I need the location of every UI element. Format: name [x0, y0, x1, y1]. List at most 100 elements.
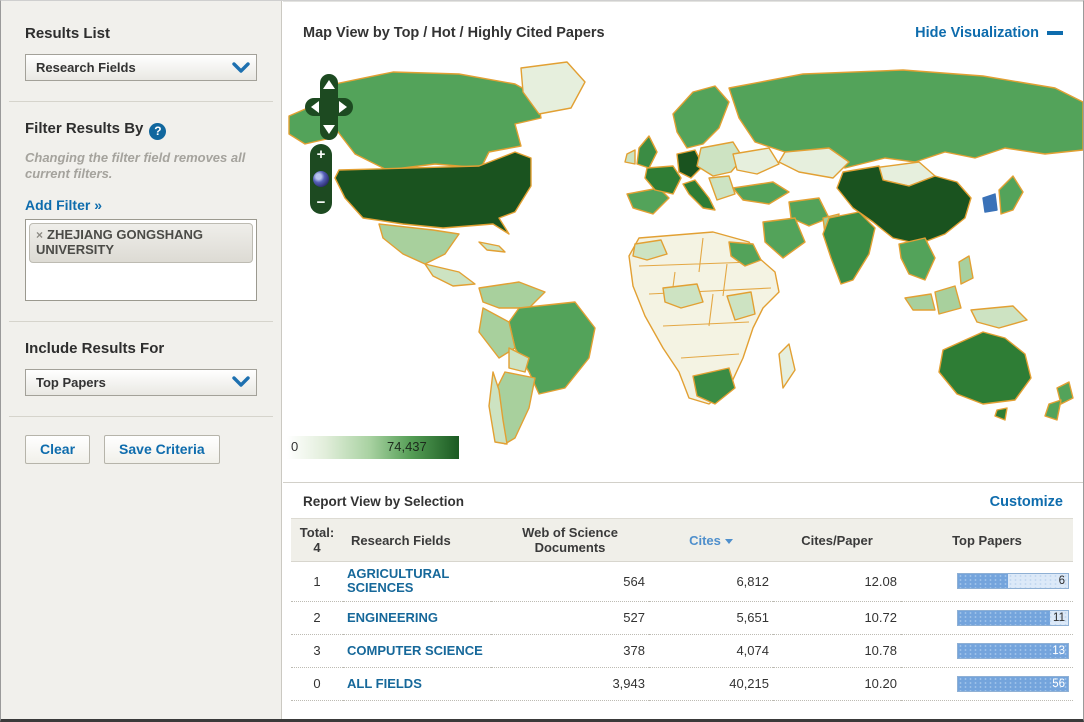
zoom-out-button[interactable]: − — [316, 194, 326, 211]
include-results-dropdown[interactable]: Top Papers — [25, 368, 257, 396]
active-filters-box: × ZHEJIANG GONGSHANG UNIVERSITY — [25, 218, 257, 301]
map-region — [904, 293, 936, 311]
include-results-heading: Include Results For — [25, 339, 165, 357]
field-link[interactable]: ALL FIELDS — [347, 675, 422, 691]
column-header-research-fields[interactable]: Research Fields — [343, 518, 491, 562]
map-pan-control[interactable] — [305, 74, 353, 140]
results-list-heading: Results List — [25, 25, 111, 42]
pan-right-icon — [339, 101, 347, 113]
field-link[interactable]: COMPUTER SCIENCE — [347, 642, 483, 658]
sort-desc-icon — [724, 538, 733, 544]
map-region — [788, 197, 830, 227]
filter-note: Changing the filter field removes all cu… — [25, 150, 246, 182]
total-value: 4 — [313, 540, 321, 555]
top-papers-bar: 13 — [957, 642, 1069, 659]
pan-left-icon — [311, 101, 319, 113]
map-region — [378, 223, 460, 265]
customize-link[interactable]: Customize — [989, 493, 1063, 510]
map-region — [636, 135, 658, 169]
legend-max-value: 74,437 — [387, 439, 427, 454]
top-papers-value: 11 — [1053, 611, 1065, 624]
collapse-icon — [1047, 31, 1063, 35]
remove-filter-icon[interactable]: × — [36, 227, 44, 242]
top-papers-value: 13 — [1052, 644, 1065, 657]
cites-cell: 5,651 — [649, 601, 773, 635]
top-papers-bar: 56 — [957, 675, 1069, 692]
results-table: Total: 4 Research Fields Web of Science … — [291, 518, 1073, 701]
report-view-header: Report View by Selection Customize — [283, 482, 1083, 518]
column-header-cites-per-paper[interactable]: Cites/Paper — [773, 518, 901, 562]
map-region — [994, 407, 1008, 421]
table-row: 3 COMPUTER SCIENCE 378 4,074 10.78 13 — [291, 634, 1073, 668]
rank-cell: 2 — [291, 601, 343, 635]
map-region — [488, 371, 508, 445]
top-papers-bar: 6 — [957, 573, 1069, 590]
table-row: 0 ALL FIELDS 3,943 40,215 10.20 56 — [291, 667, 1073, 701]
documents-cell: 564 — [491, 561, 649, 602]
map-region — [958, 255, 974, 285]
column-header-documents[interactable]: Web of Science Documents — [491, 518, 649, 562]
map-region — [334, 151, 532, 235]
map-region — [970, 305, 1028, 329]
map-region — [696, 141, 744, 177]
choropleth-map[interactable] — [283, 58, 1084, 450]
table-header-row: Total: 4 Research Fields Web of Science … — [291, 518, 1073, 562]
bar-fill — [958, 643, 1068, 658]
map-region — [934, 285, 962, 315]
clear-button[interactable]: Clear — [25, 434, 91, 464]
map-region — [318, 71, 542, 171]
help-icon[interactable]: ? — [149, 123, 167, 140]
map-region — [898, 237, 936, 281]
hide-visualization-link[interactable]: Hide Visualization — [915, 25, 1063, 41]
map-color-legend: 0 74,437 — [287, 436, 459, 459]
documents-cell: 378 — [491, 634, 649, 668]
save-criteria-button[interactable]: Save Criteria — [104, 434, 220, 464]
globe-icon[interactable] — [313, 171, 329, 187]
legend-min-value: 0 — [291, 439, 299, 454]
filter-results-label: Filter Results By — [25, 120, 144, 137]
filter-chip[interactable]: × ZHEJIANG GONGSHANG UNIVERSITY — [29, 222, 253, 263]
map-region — [424, 263, 476, 287]
top-papers-bar: 11 — [957, 609, 1069, 626]
map-region — [732, 181, 790, 205]
zoom-in-button[interactable]: + — [316, 146, 326, 163]
report-view-title: Report View by Selection — [303, 494, 465, 509]
results-list-dropdown-value: Research Fields — [36, 60, 136, 75]
map-region — [682, 179, 716, 211]
bar-fill — [958, 610, 1051, 625]
map-region — [728, 69, 1083, 169]
field-link[interactable]: AGRICULTURAL SCIENCES — [347, 566, 450, 596]
rank-cell: 1 — [291, 561, 343, 602]
world-map[interactable]: + − 0 74,437 — [283, 58, 1084, 462]
cites-per-paper-cell: 10.72 — [773, 601, 901, 635]
add-filter-link[interactable]: Add Filter » — [25, 196, 103, 213]
map-view-header: Map View by Top / Hot / Highly Cited Pap… — [283, 2, 1083, 58]
top-papers-value: 56 — [1052, 677, 1065, 690]
pan-down-icon — [323, 125, 335, 134]
map-region — [938, 331, 1032, 405]
map-region — [692, 367, 736, 405]
cites-header-label: Cites — [689, 532, 721, 548]
chevron-down-icon — [232, 376, 250, 387]
total-count: Total: 4 — [291, 518, 343, 562]
include-results-dropdown-value: Top Papers — [36, 374, 106, 390]
total-label: Total: — [299, 525, 335, 540]
sidebar-divider — [9, 415, 273, 417]
sidebar: Results List Research Fields Filter Resu… — [1, 1, 282, 719]
cites-cell: 6,812 — [649, 561, 773, 602]
table-row: 1 AGRICULTURAL SCIENCES 564 6,812 12.08 … — [291, 561, 1073, 602]
map-region — [708, 175, 736, 201]
map-region — [520, 61, 586, 115]
column-header-top-papers[interactable]: Top Papers — [901, 518, 1073, 562]
table-row: 2 ENGINEERING 527 5,651 10.72 11 — [291, 601, 1073, 635]
map-zoom-control[interactable]: + − — [310, 144, 332, 214]
selected-country — [982, 193, 998, 213]
documents-cell: 527 — [491, 601, 649, 635]
rank-cell: 3 — [291, 634, 343, 668]
results-list-dropdown[interactable]: Research Fields — [25, 54, 257, 81]
column-header-cites[interactable]: Cites — [649, 518, 773, 562]
map-view-title: Map View by Top / Hot / Highly Cited Pap… — [303, 25, 605, 41]
field-link[interactable]: ENGINEERING — [347, 609, 439, 625]
map-region — [624, 149, 636, 165]
